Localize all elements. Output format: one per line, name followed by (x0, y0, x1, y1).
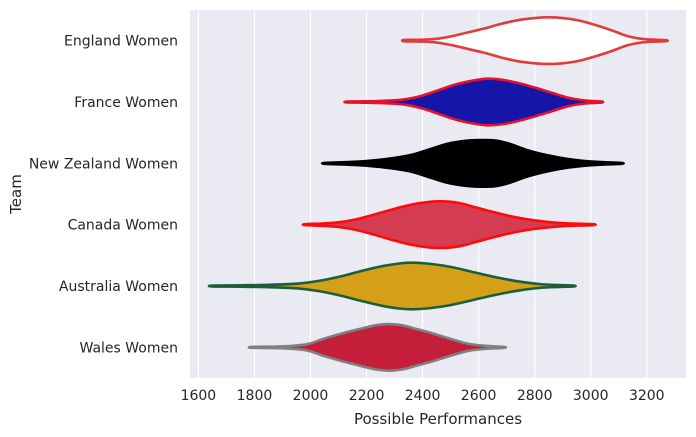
x-tick-label: 3200 (629, 388, 665, 404)
x-axis-title: Possible Performances (354, 410, 522, 428)
violin-wales-women (247, 322, 508, 372)
grid-lines (197, 10, 648, 378)
violin-england-women (400, 16, 670, 66)
x-tick-label: 2400 (405, 388, 441, 404)
violin-australia-women (207, 261, 577, 311)
violin-group (207, 16, 670, 372)
y-tick-label: Australia Women (59, 279, 178, 295)
y-tick-label: New Zealand Women (29, 156, 178, 172)
y-tick-labels: England Women France Women New Zealand Wom… (29, 34, 178, 357)
y-tick-label: Canada Women (68, 218, 178, 234)
x-tick-label: 2000 (293, 388, 329, 404)
x-tick-label: 2200 (349, 388, 385, 404)
violin-france-women (343, 77, 605, 127)
x-tick-label: 1800 (237, 388, 273, 404)
y-axis-title: Team (7, 174, 25, 215)
x-tick-labels: 1600 1800 2000 2200 2400 2600 2800 3000 3200 (181, 388, 665, 404)
violin-new-zealand-women (320, 138, 625, 188)
x-tick-label: 2600 (461, 388, 497, 404)
y-tick-label: Wales Women (80, 340, 179, 356)
x-tick-label: 3000 (573, 388, 609, 404)
violin-canada-women (301, 200, 597, 250)
x-tick-label: 1600 (181, 388, 217, 404)
y-tick-label: France Women (74, 95, 178, 111)
x-tick-label: 2800 (517, 388, 553, 404)
y-tick-label: England Women (64, 34, 178, 50)
plot-background (190, 10, 686, 378)
